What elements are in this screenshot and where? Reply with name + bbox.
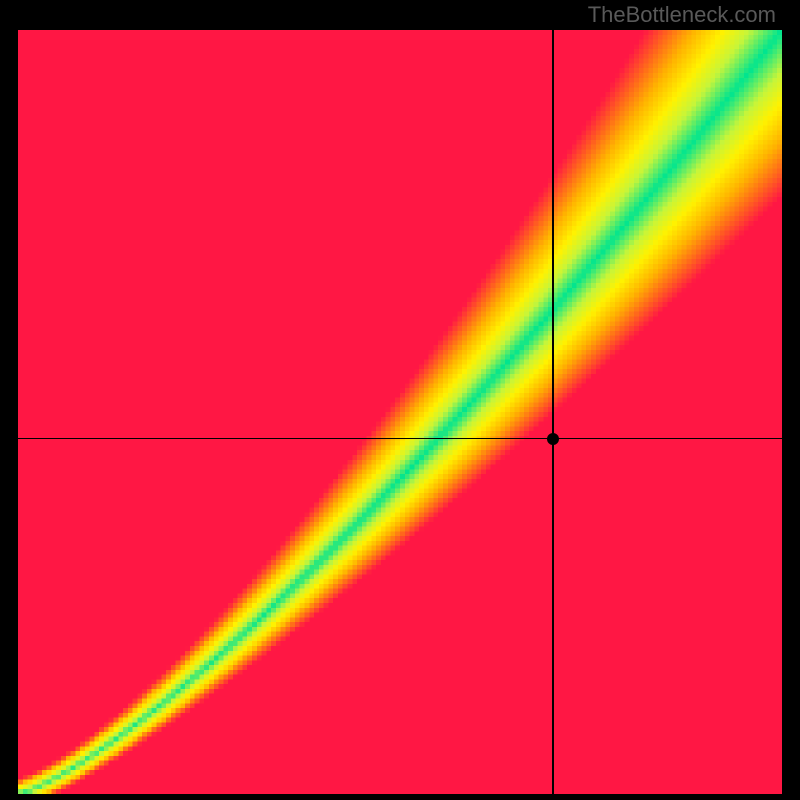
chart-container: TheBottleneck.com	[0, 0, 800, 800]
plot-area	[18, 30, 782, 794]
crosshair-vertical	[552, 30, 554, 794]
crosshair-horizontal	[18, 438, 782, 440]
watermark-label: TheBottleneck.com	[588, 2, 776, 28]
bottleneck-heatmap	[18, 30, 782, 794]
selection-marker	[547, 433, 559, 445]
